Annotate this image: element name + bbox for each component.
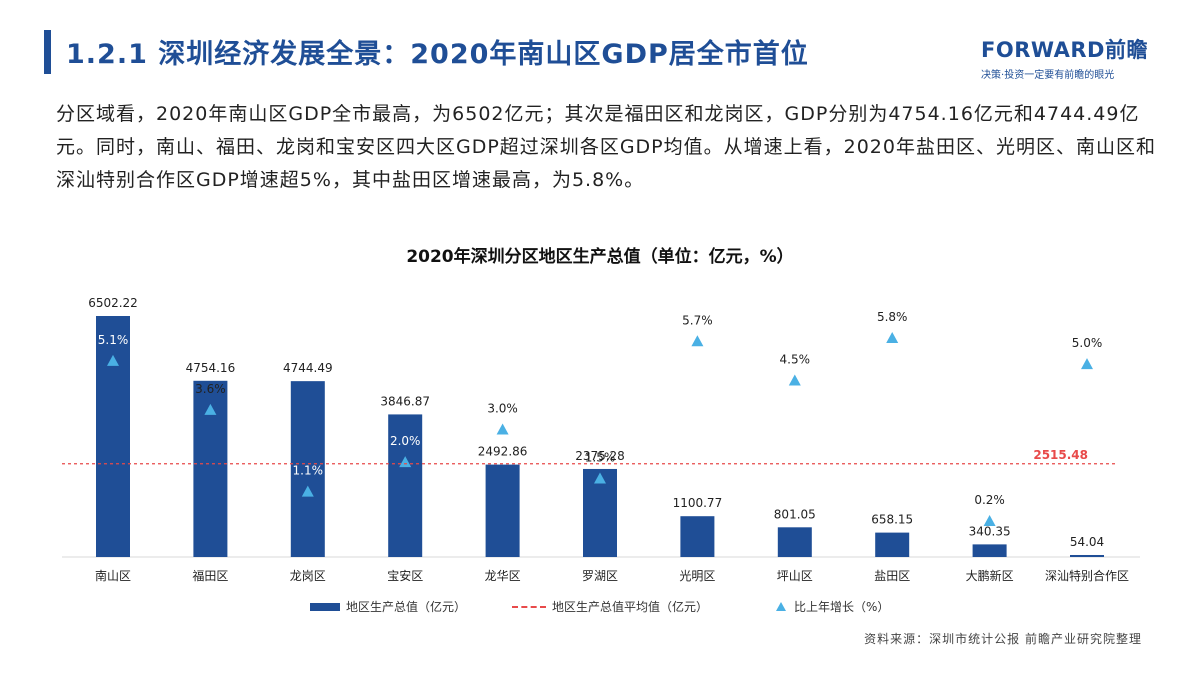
growth-marker [983,515,996,526]
growth-marker [1081,358,1093,370]
growth-marker [594,472,606,484]
bar-value-label: 4754.16 [186,361,236,375]
growth-value-label: 0.2% [974,493,1005,507]
category-label: 坪山区 [777,569,813,583]
category-label: 深汕特别合作区 [1045,568,1129,583]
growth-value-label: 2.0% [390,434,421,448]
bar-value-label: 801.05 [774,507,816,521]
legend-item-average: 地区生产总值平均值（亿元） [512,598,708,615]
legend-dash-swatch [512,605,546,608]
category-label: 福田区 [192,568,228,583]
growth-value-label: 5.7% [682,313,713,327]
growth-marker [301,485,314,497]
bar [485,464,520,557]
bar [875,532,910,557]
bar-value-label: 1100.77 [673,496,723,510]
category-label: 宝安区 [387,568,423,583]
growth-marker [886,332,899,343]
legend-item-growth: 比上年增长（%） [776,598,889,615]
average-value-label: 2515.48 [1033,448,1088,462]
legend-item-gdp: 地区生产总值（亿元） [310,598,466,615]
bar [680,516,715,557]
category-label: 光明区 [679,569,715,583]
legend-label-growth: 比上年增长（%） [794,600,890,614]
bar [777,527,812,557]
growth-value-label: 1.1% [293,464,324,478]
legend-triangle-swatch [776,602,786,611]
legend-label-gdp: 地区生产总值（亿元） [346,600,467,614]
bar [583,468,617,557]
growth-marker [107,354,119,366]
bar-value-label: 3846.87 [380,394,430,408]
summary-paragraph: 分区域看，2020年南山区GDP全市最高，为6502亿元；其次是福田区和龙岗区，… [56,103,1156,191]
bar-value-label: 2375.28 [575,449,625,463]
growth-marker [204,403,217,415]
growth-value-label: 5.0% [1072,336,1103,350]
legend-label-average: 地区生产总值平均值（亿元） [552,600,709,614]
page-title: 1.2.1 深圳经济发展全景：2020年南山区GDP居全市首位 [66,39,809,70]
bar-value-label: 2492.86 [478,445,528,459]
bar-value-label: 340.35 [969,524,1011,538]
category-label: 龙岗区 [290,569,326,583]
growth-marker [691,335,704,347]
growth-marker [788,374,801,386]
bar [388,414,423,557]
category-label: 龙华区 [485,569,521,583]
growth-value-label: 1.5% [585,451,616,465]
brand-logo: FORWARD前瞻 决策·投资一定要有前瞻的眼光 [981,34,1148,81]
growth-value-label: 3.6% [195,382,226,396]
growth-marker [496,423,509,435]
growth-value-label: 5.8% [877,310,908,324]
category-label: 盐田区 [874,569,910,583]
legend-bar-swatch [310,602,340,611]
category-label: 南山区 [95,568,131,583]
category-label: 罗湖区 [582,568,618,583]
growth-value-label: 4.5% [780,352,811,366]
title-accent-bar [44,30,51,74]
source-note: 资料来源：深圳市统计公报 前瞻产业研究院整理 [864,632,1142,646]
category-label: 大鹏新区 [966,568,1014,583]
growth-value-label: 5.1% [98,333,129,347]
bar-value-label: 4744.49 [283,361,333,375]
bar [290,381,325,557]
chart-title: 2020年深圳分区地区生产总值（单位：亿元，%） [406,247,794,267]
growth-value-label: 3.0% [487,402,518,416]
bar [972,544,1007,557]
bar-value-label: 54.04 [1070,535,1104,549]
bar [96,316,130,557]
logo-wordmark: FORWARD前瞻 [981,38,1148,62]
logo-slogan: 决策·投资一定要有前瞻的眼光 [981,70,1115,81]
bar [1070,554,1104,557]
bar-value-label: 6502.22 [88,296,138,310]
bar-value-label: 658.15 [871,513,913,527]
growth-marker [399,456,412,468]
